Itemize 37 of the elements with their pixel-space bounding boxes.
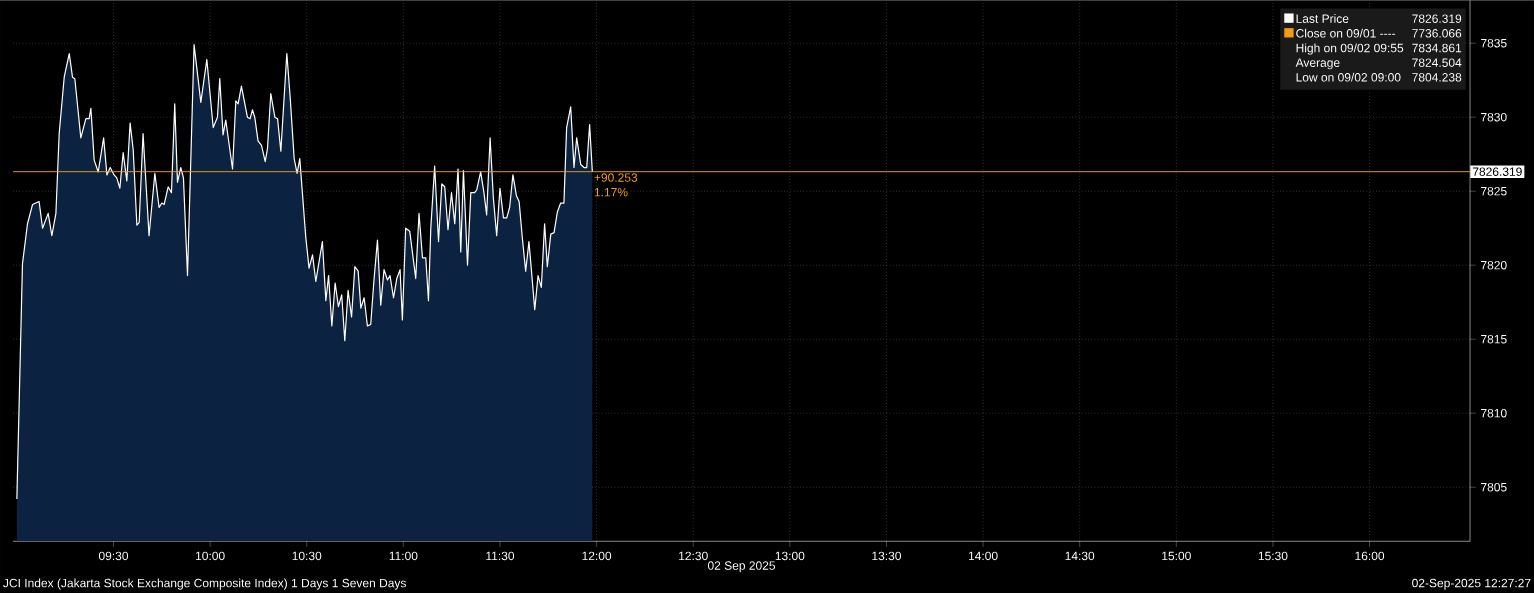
x-tick-label: 11:00: [389, 551, 418, 561]
x-tick-label: 10:00: [196, 551, 225, 561]
annotation: 7804.238: [1412, 72, 1462, 82]
x-tick-label: 13:00: [775, 551, 805, 561]
annotation: Low on 09/02 09:00: [1296, 72, 1401, 82]
ref-line-label: 7826.319: [1472, 167, 1522, 176]
x-tick-label: 14:30: [1065, 551, 1095, 561]
x-tick-label: 16:00: [1355, 551, 1385, 561]
text: 02-Sep-2025 12:27:27: [1412, 578, 1531, 590]
x-tick-label: 09:30: [98, 551, 129, 561]
x-tick-label: 13:30: [872, 551, 901, 561]
x-tick-label: 12:00: [582, 551, 612, 561]
annotation: 1.17%: [594, 187, 628, 197]
legend-label: Last Price: [1296, 13, 1349, 23]
text: JCI Index (Jakarta Stock Exchange Composite Index) 1 Days 1 Seven Days: [3, 578, 406, 590]
y-tick-label: 7835: [1481, 38, 1507, 48]
x-tick-label: 15:00: [1162, 551, 1191, 561]
y-tick-label: 7805: [1481, 482, 1507, 492]
y-tick-label: 7830: [1481, 112, 1507, 122]
y-tick-label: 7825: [1481, 186, 1507, 196]
y-tick-label: 7810: [1481, 408, 1507, 418]
x-tick-label: 14:00: [968, 551, 998, 561]
annotation: 7834.861: [1412, 43, 1462, 53]
x-tick-label: 12:30: [679, 551, 708, 561]
annotation: Close on 09/01 ----: [1296, 28, 1396, 38]
x-tick-label: 11:30: [486, 551, 515, 561]
annotation: 7736.066: [1412, 28, 1462, 38]
x-tick-label: 10:30: [292, 551, 322, 561]
annotation: High on 09/02 09:55: [1296, 43, 1404, 55]
y-tick-label: 7815: [1481, 334, 1507, 344]
annotation: Average: [1295, 58, 1340, 70]
y-tick-label: 7820: [1481, 260, 1507, 270]
x-tick-label: 15:30: [1258, 551, 1288, 561]
annotation: 7824.504: [1412, 58, 1462, 67]
annotation: 7826.319: [1412, 14, 1462, 23]
x-axis-title: 02 Sep 2025: [707, 561, 776, 573]
annotation: +90.253: [594, 173, 638, 182]
